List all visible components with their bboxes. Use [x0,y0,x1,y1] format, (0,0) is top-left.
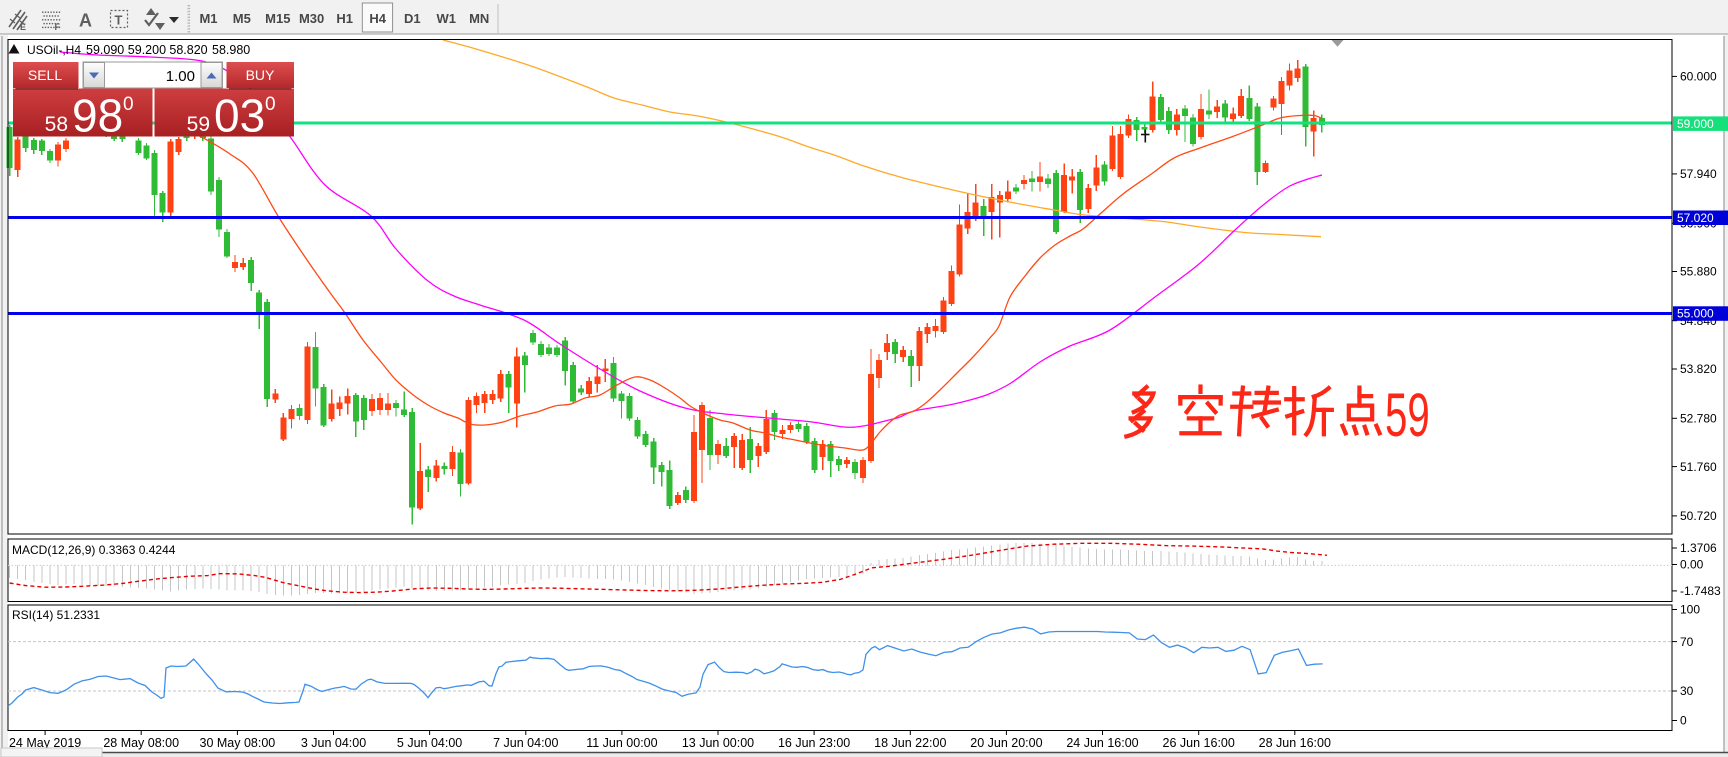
svg-text:58.820: 58.820 [169,43,207,57]
svg-text:M5: M5 [233,11,251,26]
svg-text:55.000: 55.000 [1677,307,1714,321]
svg-text:SELL: SELL [28,67,62,83]
svg-text:100: 100 [1680,603,1700,617]
svg-text:55.880: 55.880 [1680,265,1717,279]
svg-text:24 Jun 16:00: 24 Jun 16:00 [1066,736,1138,750]
svg-text:59.200: 59.200 [128,43,166,57]
svg-text:MACD(12,26,9) 0.3363 0.4244: MACD(12,26,9) 0.3363 0.4244 [12,543,176,557]
svg-text:0.00: 0.00 [1680,558,1704,572]
svg-text:57.940: 57.940 [1680,167,1717,181]
svg-text:0: 0 [265,94,276,115]
svg-text:60.000: 60.000 [1680,70,1717,84]
svg-text:M15: M15 [265,11,290,26]
svg-text:28 May 08:00: 28 May 08:00 [103,736,179,750]
svg-text:20 Jun 20:00: 20 Jun 20:00 [970,736,1042,750]
svg-text:98: 98 [72,90,123,142]
svg-text:M30: M30 [299,11,324,26]
svg-text:MN: MN [469,11,489,26]
svg-text:28 Jun 16:00: 28 Jun 16:00 [1259,736,1331,750]
svg-text:0: 0 [123,94,134,115]
svg-text:1.3706: 1.3706 [1680,541,1717,555]
svg-text:BUY: BUY [246,67,275,83]
svg-text:7 Jun 04:00: 7 Jun 04:00 [493,736,558,750]
svg-text:24 May 2019: 24 May 2019 [9,736,81,750]
svg-text:E: E [20,22,26,32]
svg-text:11 Jun 00:00: 11 Jun 00:00 [586,736,657,750]
svg-text:50.720: 50.720 [1680,509,1717,523]
svg-text:58.980: 58.980 [212,43,250,57]
svg-text:1.00: 1.00 [166,68,195,85]
svg-text:26 Jun 16:00: 26 Jun 16:00 [1163,736,1235,750]
svg-text:16 Jun 23:00: 16 Jun 23:00 [778,736,850,750]
svg-text:F: F [55,22,61,32]
svg-text:18 Jun 22:00: 18 Jun 22:00 [874,736,946,750]
svg-text:59: 59 [187,113,210,136]
svg-text:13 Jun 00:00: 13 Jun 00:00 [682,736,754,750]
svg-text:59.090: 59.090 [86,43,124,57]
svg-text:57.020: 57.020 [1677,211,1714,225]
svg-text:52.780: 52.780 [1680,412,1717,426]
svg-text:T: T [115,13,123,28]
svg-text:A: A [79,11,92,31]
svg-text:58: 58 [45,113,68,136]
svg-text:59: 59 [1385,381,1430,449]
svg-text:70: 70 [1680,635,1694,649]
svg-text:USOil-,H4: USOil-,H4 [27,43,81,57]
svg-text:3 Jun 04:00: 3 Jun 04:00 [301,736,366,750]
svg-text:H4: H4 [369,11,386,26]
svg-text:59.000: 59.000 [1677,117,1714,131]
svg-text:30 May 08:00: 30 May 08:00 [200,736,276,750]
svg-text:30: 30 [1680,684,1694,698]
svg-text:53.820: 53.820 [1680,362,1717,376]
svg-text:M1: M1 [199,11,217,26]
svg-text:-1.7483: -1.7483 [1680,584,1721,598]
svg-text:RSI(14) 51.2331: RSI(14) 51.2331 [12,608,100,622]
svg-text:D1: D1 [404,11,421,26]
svg-text:H1: H1 [336,11,353,26]
svg-text:51.760: 51.760 [1680,460,1717,474]
svg-text:03: 03 [214,90,265,142]
svg-text:0: 0 [1680,714,1687,728]
svg-text:W1: W1 [436,11,456,26]
svg-text:5 Jun 04:00: 5 Jun 04:00 [397,736,462,750]
